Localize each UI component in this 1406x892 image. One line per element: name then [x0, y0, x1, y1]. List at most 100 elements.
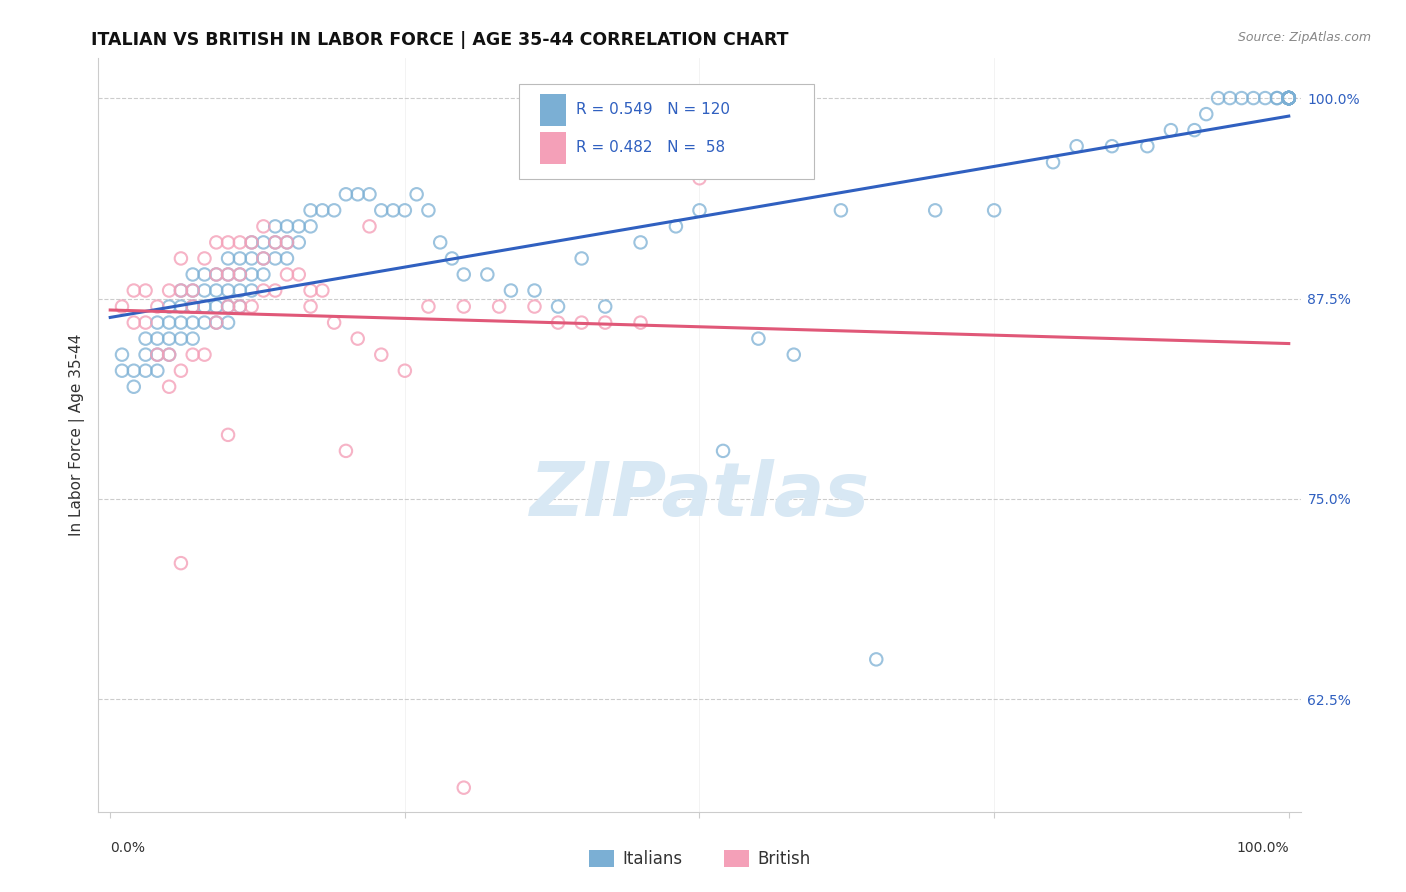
Point [193, 252, 215, 266]
Point [1042, 155, 1064, 169]
Point [157, 332, 180, 346]
Point [217, 300, 239, 314]
Point [1136, 139, 1159, 153]
Point [205, 316, 228, 330]
Point [1101, 139, 1123, 153]
Point [983, 203, 1005, 218]
Point [453, 780, 475, 795]
Point [630, 235, 652, 250]
Text: ITALIAN VS BRITISH IN LABOR FORCE | AGE 35-44 CORRELATION CHART: ITALIAN VS BRITISH IN LABOR FORCE | AGE … [91, 31, 789, 49]
Point [311, 203, 333, 218]
Point [1278, 91, 1301, 105]
Point [252, 235, 274, 250]
Point [276, 252, 298, 266]
Point [830, 203, 852, 218]
Point [157, 348, 180, 362]
Point [593, 300, 616, 314]
Point [630, 316, 652, 330]
Point [477, 268, 499, 282]
Point [181, 348, 204, 362]
Point [205, 235, 228, 250]
Point [157, 380, 180, 394]
Point [111, 348, 134, 362]
Point [111, 300, 134, 314]
Point [359, 187, 381, 202]
Point [264, 219, 287, 234]
Point [1265, 91, 1288, 105]
Text: R = 0.482   N =  58: R = 0.482 N = 58 [575, 140, 724, 155]
Bar [540, 95, 567, 126]
Text: 100.0%: 100.0% [1236, 840, 1289, 855]
Point [1278, 91, 1301, 105]
Point [122, 316, 145, 330]
Point [229, 235, 252, 250]
Point [453, 300, 475, 314]
Point [252, 284, 274, 298]
Point [1278, 91, 1301, 105]
Point [593, 316, 616, 330]
Point [335, 443, 357, 458]
Point [299, 203, 322, 218]
Point [205, 316, 228, 330]
Point [1278, 91, 1301, 105]
Point [240, 300, 263, 314]
Point [1278, 91, 1301, 105]
Point [1278, 91, 1301, 105]
Point [1254, 91, 1277, 105]
Point [346, 332, 368, 346]
Point [547, 316, 569, 330]
Point [523, 284, 546, 298]
Point [1160, 123, 1182, 137]
Point [229, 252, 252, 266]
Point [181, 268, 204, 282]
Point [1278, 91, 1301, 105]
Point [135, 364, 157, 378]
Point [181, 316, 204, 330]
Point [299, 300, 322, 314]
Point [193, 348, 215, 362]
Point [1278, 91, 1301, 105]
Point [499, 284, 522, 298]
Point [276, 235, 298, 250]
Point [571, 316, 593, 330]
Point [287, 235, 309, 250]
Point [394, 203, 416, 218]
Point [665, 219, 688, 234]
Point [181, 300, 204, 314]
Point [170, 332, 193, 346]
Point [170, 284, 193, 298]
Point [170, 300, 193, 314]
Point [181, 300, 204, 314]
Point [1278, 91, 1301, 105]
Point [240, 252, 263, 266]
Point [418, 300, 440, 314]
Point [146, 332, 169, 346]
Point [240, 284, 263, 298]
Point [299, 219, 322, 234]
Point [240, 235, 263, 250]
Text: 0.0%: 0.0% [110, 840, 145, 855]
Point [1241, 91, 1264, 105]
Point [264, 252, 287, 266]
Point [747, 332, 769, 346]
Bar [540, 132, 567, 163]
Point [217, 284, 239, 298]
Point [382, 203, 405, 218]
Point [287, 219, 309, 234]
Point [193, 316, 215, 330]
Text: R = 0.549   N = 120: R = 0.549 N = 120 [575, 103, 730, 118]
Point [1230, 91, 1253, 105]
Point [229, 268, 252, 282]
Point [547, 300, 569, 314]
Point [122, 380, 145, 394]
FancyBboxPatch shape [519, 85, 814, 178]
Point [429, 235, 451, 250]
Point [205, 300, 228, 314]
Point [170, 316, 193, 330]
Point [370, 348, 392, 362]
Point [229, 300, 252, 314]
Point [1195, 107, 1218, 121]
Point [359, 219, 381, 234]
Point [217, 300, 239, 314]
Point [146, 348, 169, 362]
